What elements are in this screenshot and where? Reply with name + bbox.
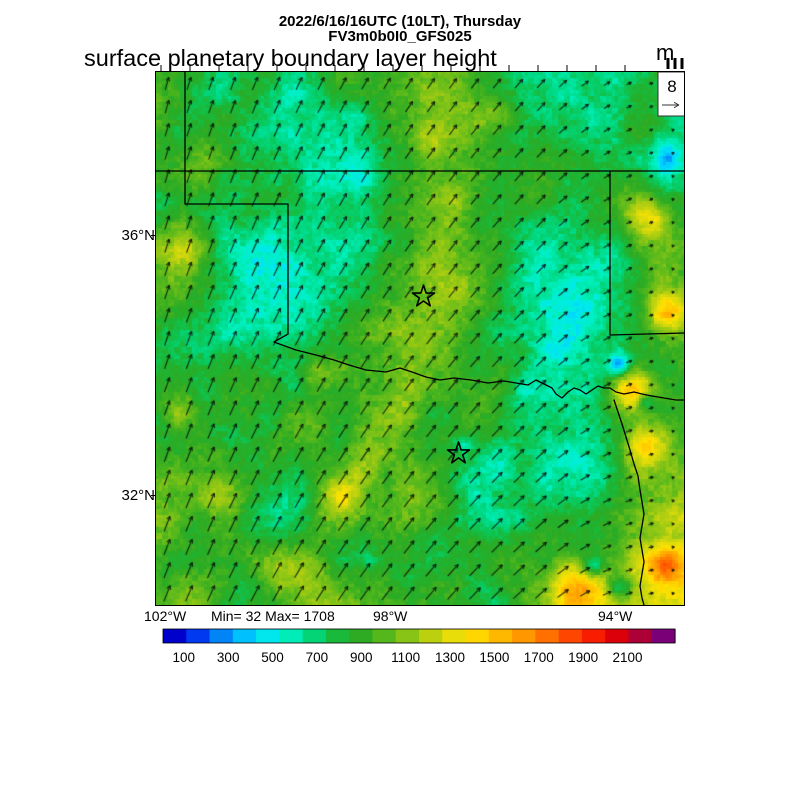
svg-text:900: 900 [350,650,373,665]
svg-text:8: 8 [667,77,676,96]
svg-text:1500: 1500 [479,650,509,665]
svg-text:2100: 2100 [612,650,642,665]
svg-text:500: 500 [261,650,284,665]
svg-text:700: 700 [306,650,329,665]
svg-text:1100: 1100 [391,650,420,665]
svg-text:1900: 1900 [568,650,598,665]
svg-text:1700: 1700 [524,650,554,665]
svg-text:300: 300 [217,650,240,665]
svg-text:100: 100 [173,650,196,665]
svg-text:1300: 1300 [435,650,465,665]
